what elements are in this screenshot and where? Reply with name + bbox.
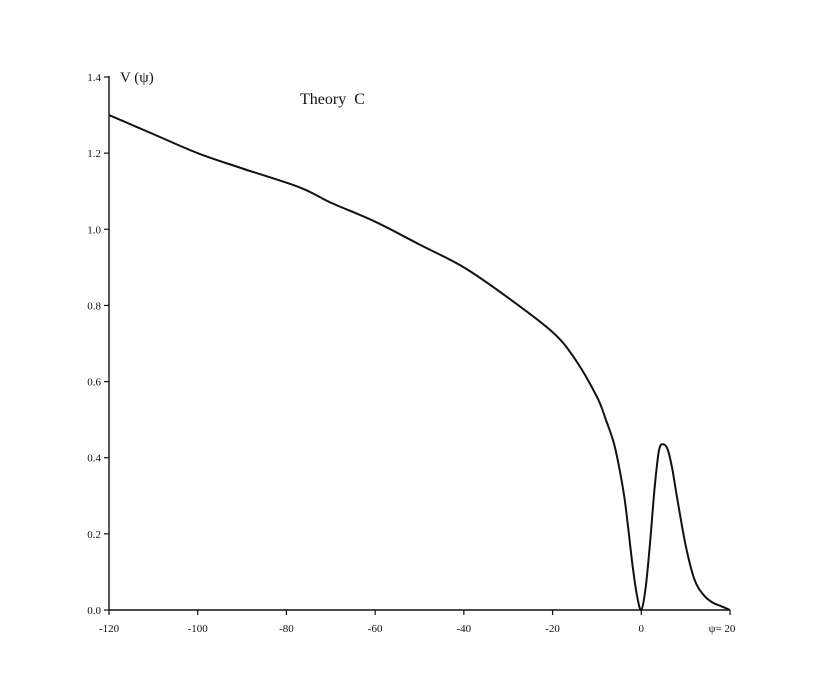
y-tick-label: 1.0: [87, 224, 101, 236]
ticks-group: -120 -100 -80 -60 -40 -20 0 ψ= 20 0.0 0.2 0.4 0.6 0.…: [87, 72, 736, 635]
y-tick-label: 1.2: [87, 148, 101, 160]
x-tick-label: ψ= 20: [709, 623, 736, 635]
x-tick-label: -20: [545, 623, 560, 635]
y-tick-label: 1.4: [87, 72, 101, 84]
x-tick-label: -60: [368, 623, 383, 635]
x-tick-label: -40: [457, 623, 472, 635]
x-tick-label: -80: [279, 623, 294, 635]
y-tick-label: 0.2: [87, 529, 101, 541]
chart-title: Theory C: [300, 91, 365, 108]
y-tick-label: 0.4: [87, 453, 101, 465]
y-tick-label: 0.8: [87, 300, 101, 312]
series-line: [108, 114, 731, 612]
y-tick-label: 0.6: [87, 377, 101, 389]
y-tick-label: 0.0: [87, 605, 101, 617]
x-tick-label: -100: [188, 623, 209, 635]
x-tick-label: 0: [639, 623, 645, 635]
x-tick-label: -120: [99, 623, 120, 635]
y-axis-label: V (ψ): [120, 70, 154, 86]
